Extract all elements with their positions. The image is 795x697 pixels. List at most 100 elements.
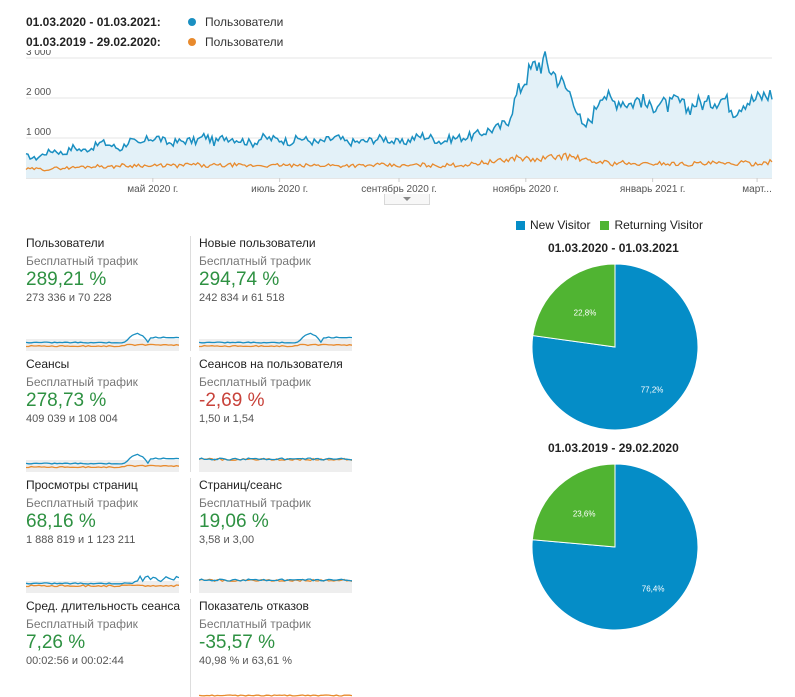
sparkline-current [26,332,179,344]
current-date-range: 01.03.2020 - 01.03.2021: [26,15,161,29]
metric-segment: Бесплатный трафик [199,496,311,510]
sparkline-current [199,578,352,582]
current-series-area [26,51,772,178]
metric-segment: Бесплатный трафик [26,617,138,631]
metric-tile[interactable]: Сред. длительность сеанса Бесплатный траф… [26,599,191,697]
metric-title: Показатель отказов [199,599,309,613]
metric-tile[interactable]: Показатель отказов Бесплатный трафик -35,5… [190,599,360,697]
current-series-dot-icon [188,18,196,26]
y-tick-label: 3 000 [26,50,51,58]
metric-segment: Бесплатный трафик [26,254,138,268]
pie-slice-returning-visitor [532,263,616,348]
x-tick-label: март... [742,184,772,195]
metric-tile[interactable]: Просмотры страниц Бесплатный трафик 68,16 … [26,478,191,593]
sparkline-previous [199,343,352,348]
metric-title: Новые пользователи [199,236,316,250]
sparkline-previous [26,584,179,588]
previous-date-range: 01.03.2019 - 29.02.2020: [26,35,161,49]
sparkline-current [26,453,179,465]
metric-sparkline [26,453,179,472]
metric-tile[interactable]: Пользователи Бесплатный трафик 289,21 % 273… [26,236,191,351]
metric-tile[interactable]: Сеансов на пользователя Бесплатный трафик… [190,357,360,472]
pie-slice-label: 22,8% [574,309,597,318]
metric-comparison: 409 039 и 108 004 [26,413,118,425]
x-tick-label: сентябрь 2020 г. [361,183,437,195]
metric-change-value: 19,06 % [199,511,269,532]
metric-comparison: 242 834 и 61 518 [199,292,285,304]
metric-tile[interactable]: Сеансы Бесплатный трафик 278,73 % 409 039 и… [26,357,191,472]
metric-tile[interactable]: Страниц/сеанс Бесплатный трафик 19,06 % 3,5… [190,478,360,593]
y-tick-label: 2 000 [26,87,51,98]
current-series-name: Пользователи [205,15,284,29]
x-tick-label: январь 2021 г. [620,184,685,195]
collapse-chart-handle[interactable] [384,194,430,205]
metric-comparison: 273 336 и 70 228 [26,292,112,304]
metric-change-value: -2,69 % [199,390,265,411]
metric-change-value: 289,21 % [26,269,107,290]
sparkline-band [26,581,179,593]
x-tick-label: май 2020 г. [127,184,178,195]
pie-slice-label: 23,6% [573,509,596,518]
pie-slice-label: 77,2% [641,386,664,395]
metric-comparison: 3,58 и 3,00 [199,534,255,546]
metric-title: Страниц/сеанс [199,478,283,492]
previous-series-name: Пользователи [205,35,284,49]
chevron-down-icon [403,197,411,201]
metric-segment: Бесплатный трафик [199,617,311,631]
chart-legend: 01.03.2020 - 01.03.2021: Пользователи 01… [26,12,283,52]
metric-title: Сеансов на пользователя [199,357,343,371]
previous-series-dot-icon [188,38,196,46]
metric-segment: Бесплатный трафик [199,254,311,268]
sparkline-previous [26,464,179,469]
metric-segment: Бесплатный трафик [26,496,138,510]
metric-comparison: 40,98 % и 63,61 % [199,655,292,667]
current-series-line [25,51,773,162]
sparkline-previous [26,343,179,348]
x-tick-label: ноябрь 2020 г. [493,183,559,195]
metric-sparkline [199,457,352,472]
metric-sparkline [199,332,352,351]
metric-comparison: 1,50 и 1,54 [199,413,255,425]
metric-sparkline [26,574,179,593]
sparkline-band [199,581,352,593]
pie-chart-current[interactable]: 77,2% 22,8% [530,262,700,432]
x-tick-label: июль 2020 г. [251,184,308,195]
returning-visitor-legend-label: Returning Visitor [614,218,703,232]
metric-title: Сред. длительность сеанса [26,599,181,613]
metric-sparkline [199,694,352,697]
metric-change-value: 68,16 % [26,511,96,532]
metric-title: Сеансы [26,357,70,371]
metric-change-value: -35,57 % [199,632,276,653]
metric-sparkline [26,332,179,351]
pie-slice-label: 76,4% [642,585,665,594]
metric-segment: Бесплатный трафик [26,375,138,389]
metric-segment: Бесплатный трафик [199,375,311,389]
sparkline-previous [199,694,352,697]
metric-title: Просмотры страниц [26,478,138,492]
metric-comparison: 00:02:56 и 00:02:44 [26,655,124,667]
previous-series-line [25,152,773,172]
new-visitor-legend-label: New Visitor [530,218,591,232]
pie-legend: New Visitor Returning Visitor [516,218,703,232]
pie-slice-new-visitor [531,463,699,631]
metric-tile[interactable]: Новые пользователи Бесплатный трафик 294,7… [190,236,360,351]
y-tick-label: 1 000 [26,127,51,138]
metric-change-value: 278,73 % [26,390,107,411]
metric-title: Пользователи [26,236,105,250]
sparkline-current [199,332,352,344]
legend-row-current: 01.03.2020 - 01.03.2021: Пользователи [26,12,283,32]
new-visitor-swatch-icon [516,220,525,230]
sparkline-current [199,457,352,461]
sparkline-current [26,574,179,585]
metric-sparkline [26,688,179,697]
pie-chart-previous[interactable]: 76,4% 23,6% [530,462,700,632]
legend-row-previous: 01.03.2019 - 29.02.2020: Пользователи [26,32,283,52]
returning-visitor-swatch-icon [600,220,610,230]
metric-comparison: 1 888 819 и 1 123 211 [26,534,136,546]
pie-slice-returning-visitor [531,463,616,548]
users-line-chart[interactable]: 3 000 2 000 1 000 май 2020 г. июль 2020 г. се… [0,50,795,198]
metric-change-value: 294,74 % [199,269,280,290]
metric-sparkline [199,578,352,593]
metric-change-value: 7,26 % [26,632,86,653]
pie-previous-title: 01.03.2019 - 29.02.2020 [548,441,679,455]
